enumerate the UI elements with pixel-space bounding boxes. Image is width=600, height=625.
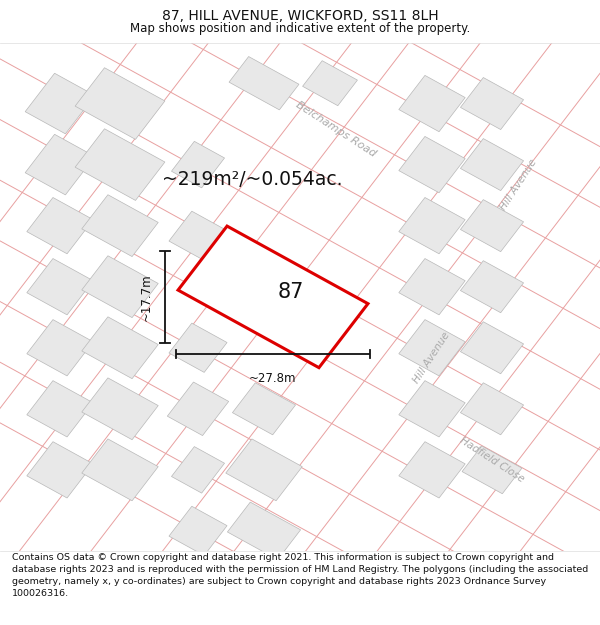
Polygon shape (399, 381, 465, 437)
Text: ~17.7m: ~17.7m (140, 273, 153, 321)
Text: Hill Avenue: Hill Avenue (499, 158, 539, 212)
Polygon shape (460, 199, 524, 252)
Polygon shape (460, 382, 524, 435)
Polygon shape (27, 442, 93, 498)
Polygon shape (178, 226, 368, 368)
Polygon shape (232, 382, 296, 435)
Polygon shape (399, 76, 465, 132)
Text: Hadfield Close: Hadfield Close (458, 435, 526, 484)
Polygon shape (172, 141, 224, 188)
Polygon shape (399, 259, 465, 315)
Text: Contains OS data © Crown copyright and database right 2021. This information is : Contains OS data © Crown copyright and d… (12, 554, 588, 598)
Polygon shape (27, 381, 93, 437)
Polygon shape (27, 198, 93, 254)
Polygon shape (399, 319, 465, 376)
Polygon shape (460, 78, 524, 129)
Polygon shape (75, 68, 165, 139)
Polygon shape (399, 198, 465, 254)
Polygon shape (399, 442, 465, 498)
Text: 87, HILL AVENUE, WICKFORD, SS11 8LH: 87, HILL AVENUE, WICKFORD, SS11 8LH (161, 9, 439, 23)
Polygon shape (169, 211, 227, 261)
Text: Belchamps Road: Belchamps Road (294, 99, 378, 159)
Polygon shape (75, 129, 165, 201)
Polygon shape (302, 61, 358, 106)
Polygon shape (460, 139, 524, 191)
Polygon shape (169, 323, 227, 372)
Polygon shape (25, 134, 95, 195)
Polygon shape (167, 382, 229, 436)
Polygon shape (25, 73, 95, 134)
Polygon shape (27, 259, 93, 315)
Polygon shape (82, 378, 158, 440)
Polygon shape (172, 447, 224, 493)
Polygon shape (27, 319, 93, 376)
Polygon shape (226, 439, 302, 501)
Polygon shape (399, 136, 465, 192)
Text: 87: 87 (278, 282, 304, 302)
Text: Hill Avenue: Hill Avenue (412, 331, 452, 386)
Text: ~219m²/~0.054ac.: ~219m²/~0.054ac. (162, 171, 342, 189)
Polygon shape (82, 439, 158, 501)
Text: Map shows position and indicative extent of the property.: Map shows position and indicative extent… (130, 22, 470, 35)
Polygon shape (460, 322, 524, 374)
Text: ~27.8m: ~27.8m (249, 372, 297, 385)
Polygon shape (462, 446, 522, 494)
Polygon shape (82, 256, 158, 318)
Polygon shape (227, 502, 301, 560)
Polygon shape (169, 506, 227, 556)
Polygon shape (82, 317, 158, 379)
Polygon shape (82, 195, 158, 257)
Polygon shape (460, 261, 524, 312)
Polygon shape (229, 56, 299, 110)
